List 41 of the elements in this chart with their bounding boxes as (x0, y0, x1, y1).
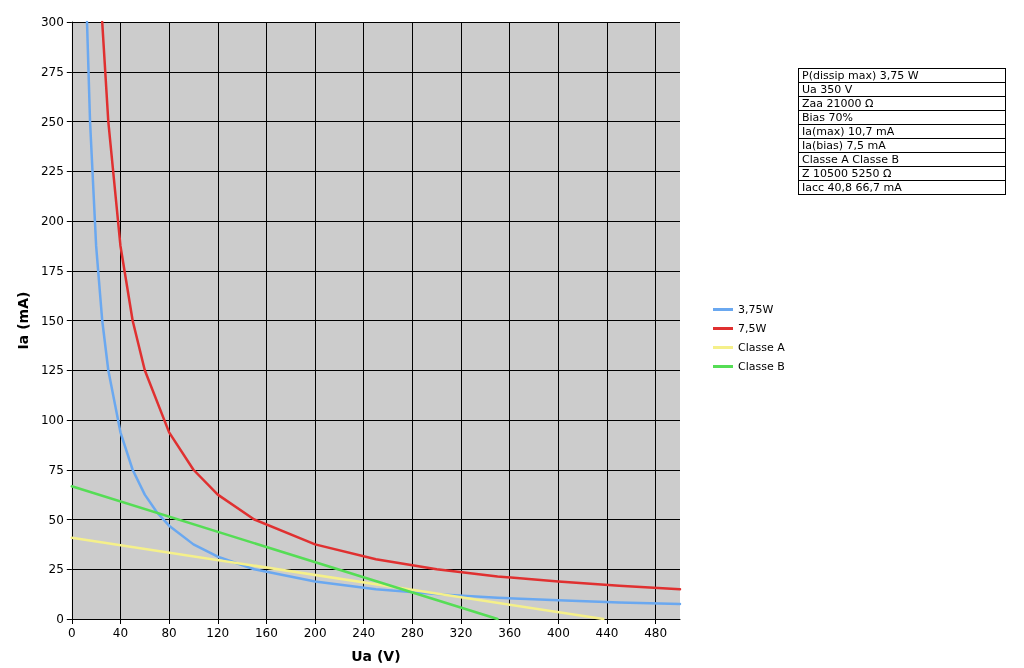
y-tick-label: 50 (48, 512, 64, 527)
text: Ua 350 V (798, 83, 1006, 97)
text: P(dissip max) 3,75 W (798, 68, 1006, 83)
x-tick-label: 320 (449, 626, 473, 640)
x-tick-label: 160 (254, 626, 278, 640)
text: Classe A Classe B (798, 153, 1006, 167)
x-tick-label: 280 (400, 626, 424, 640)
y-tick-label: 225 (40, 164, 64, 179)
x-tick-label: 240 (352, 626, 376, 640)
x-axis-title: Ua (V) (351, 648, 401, 664)
legend-label: 3,75W (738, 303, 774, 316)
x-tick-label: 400 (546, 626, 570, 640)
y-tick-label: 100 (40, 413, 64, 427)
x-tick-label: 360 (498, 626, 522, 640)
text: Zaa 21000 Ω (798, 97, 1006, 111)
legend-label: 7,5W (738, 322, 767, 335)
y-tick-label: 200 (40, 214, 64, 228)
x-tick-label: 200 (303, 626, 327, 640)
x-tick-label: 80 (161, 626, 177, 640)
x-tick-label: 120 (206, 626, 230, 640)
legend-label: Classe A (738, 341, 786, 354)
y-tick-label: 275 (40, 64, 64, 79)
x-tick-label: 0 (67, 626, 76, 640)
y-tick-label: 250 (40, 114, 64, 129)
text: Ia(max) 10,7 mA (798, 125, 1006, 139)
y-tick-label: 125 (40, 363, 64, 378)
y-tick-label: 150 (40, 313, 64, 328)
legend-label: Classe B (738, 360, 785, 373)
y-tick-label: 25 (48, 562, 64, 577)
text: Z 10500 5250 Ω (798, 167, 1006, 181)
x-tick-label: 440 (595, 626, 619, 640)
text: Iacc 40,8 66,7 mA (798, 181, 1006, 195)
y-tick-label: 0 (56, 612, 64, 626)
text: Ia(bias) 7,5 mA (798, 139, 1006, 153)
x-tick-label: 40 (112, 626, 129, 640)
x-tick-label: 480 (644, 626, 668, 640)
text: Bias 70% (798, 111, 1006, 125)
y-tick-label: 300 (40, 15, 64, 29)
y-tick-label: 75 (48, 462, 64, 477)
y-axis-title: Ia (mA) (15, 291, 31, 350)
y-tick-label: 175 (40, 263, 64, 278)
